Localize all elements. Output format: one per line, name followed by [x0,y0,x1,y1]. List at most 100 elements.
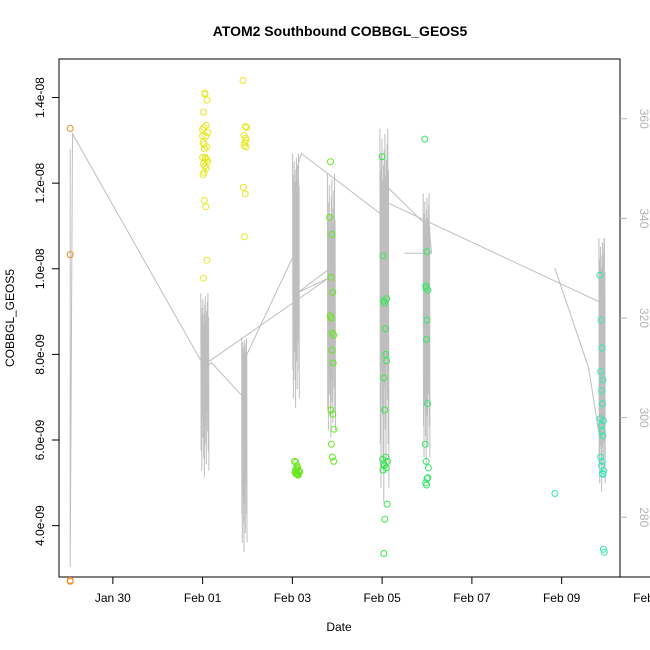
altitude-spike-4 [379,128,390,503]
data-points [66,76,608,585]
data-point [382,350,390,358]
altitude-spikes [200,128,606,553]
data-point [200,196,208,204]
x-axis-label: Date [326,620,352,634]
data-point [381,325,389,333]
altitude-lines [69,131,605,568]
data-point [380,550,388,557]
data-point [329,410,337,418]
data-point [240,233,248,241]
data-point [421,440,429,448]
y-tick-label: 1.4e-08 [33,77,47,118]
data-point [199,171,207,179]
data-point [203,156,211,164]
altitude-spike-0 [200,293,210,478]
data-point [598,427,606,435]
data-point [379,252,387,260]
data-point [200,145,208,153]
data-point [200,141,208,149]
data-point [202,132,210,140]
y-axis-label: COBBGL_GEOS5 [3,269,17,367]
data-point [599,470,607,478]
altitude-spike-1 [241,337,248,553]
data-point [378,153,386,161]
x-tick-label: Feb 09 [543,591,581,605]
data-point [327,158,334,166]
data-point [424,464,432,472]
data-point [241,190,249,198]
data-point [597,316,605,324]
data-point [381,515,389,523]
altitude-spike-5 [422,193,431,468]
data-point [202,121,210,129]
data-point [328,453,336,461]
data-point [598,457,606,465]
data-point [66,251,74,259]
data-point [422,282,430,290]
data-point [327,273,335,281]
y2-tick-label: 340 [637,208,650,228]
data-point [599,400,606,408]
data-point [597,453,605,461]
altitude-line-2 [206,267,331,364]
data-point [327,406,335,414]
data-point [423,481,431,489]
data-point [201,90,209,98]
data-point [294,471,302,479]
y2-axis: 280 300 320 340 360 [620,109,650,528]
data-point [383,295,391,303]
y-axis: 4.0e-09 6.0e-09 8.0e-09 1.0e-08 1.2e-08 1.4e-… [33,77,59,546]
y-tick-label: 1.2e-08 [33,162,47,203]
data-point [200,274,207,282]
y2-tick-label: 300 [637,408,650,428]
data-point [551,490,559,497]
data-point [422,457,430,465]
data-point [598,344,606,352]
data-point [424,474,432,482]
altitude-spike-6 [598,238,606,493]
data-point [330,425,338,433]
data-point [199,132,207,140]
data-point [600,548,608,556]
data-point [330,457,338,465]
y2-tick-label: 320 [637,308,650,328]
data-point [598,387,606,395]
data-point [599,545,607,553]
data-point [66,577,74,585]
altitude-line-1 [388,202,605,443]
x-tick-label: Jan 30 [95,591,131,605]
data-point [383,500,391,508]
data-point [200,124,208,131]
x-tick-label: Feb 03 [274,591,312,605]
data-point [329,288,337,296]
data-point [200,108,207,116]
altitude-line-0 [69,131,433,568]
data-point [201,162,209,170]
data-point [380,374,388,382]
y2-tick-label: 280 [637,507,650,527]
data-point [599,432,607,440]
data-point [203,96,211,104]
altitude-line-3 [554,268,603,453]
data-point [421,135,429,143]
x-tick-label: Feb 05 [363,591,401,605]
data-point [243,124,251,131]
data-point [330,331,338,339]
data-point [423,316,431,324]
x-tick-label: Feb 07 [453,591,491,605]
data-point [599,417,607,425]
data-point [383,357,391,365]
data-point [327,440,335,448]
data-point [240,183,247,191]
plot-area [58,58,621,578]
data-point [242,136,250,144]
data-point [599,376,607,384]
y-tick-label: 4.0e-09 [33,505,47,546]
altitude-spike-2 [292,153,300,408]
y-tick-label: 1.0e-08 [33,248,47,289]
data-point [329,359,337,367]
data-point [326,312,334,320]
data-point [66,124,74,132]
data-point [380,462,388,470]
